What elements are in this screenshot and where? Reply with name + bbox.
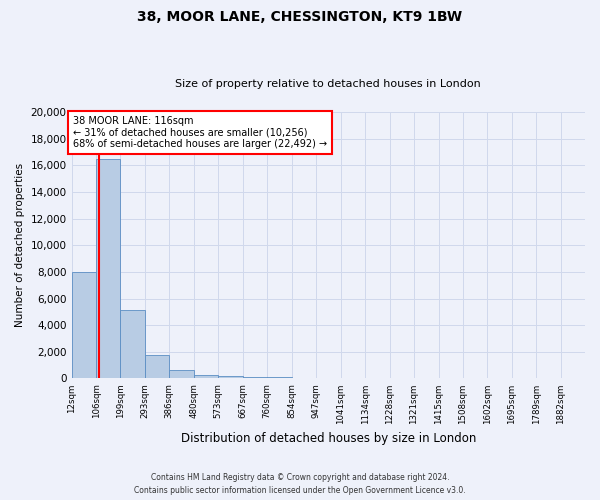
Y-axis label: Number of detached properties: Number of detached properties: [15, 163, 25, 328]
Title: Size of property relative to detached houses in London: Size of property relative to detached ho…: [175, 79, 481, 89]
Text: Contains HM Land Registry data © Crown copyright and database right 2024.
Contai: Contains HM Land Registry data © Crown c…: [134, 474, 466, 495]
Bar: [121, 310, 145, 378]
Text: 38, MOOR LANE, CHESSINGTON, KT9 1BW: 38, MOOR LANE, CHESSINGTON, KT9 1BW: [137, 10, 463, 24]
X-axis label: Distribution of detached houses by size in London: Distribution of detached houses by size …: [181, 432, 476, 445]
Bar: [218, 376, 242, 378]
Bar: [71, 272, 96, 378]
Bar: [243, 377, 267, 378]
Bar: [169, 370, 194, 378]
Text: 38 MOOR LANE: 116sqm
← 31% of detached houses are smaller (10,256)
68% of semi-d: 38 MOOR LANE: 116sqm ← 31% of detached h…: [73, 116, 327, 149]
Bar: [145, 355, 169, 378]
Bar: [96, 158, 121, 378]
Bar: [194, 374, 218, 378]
